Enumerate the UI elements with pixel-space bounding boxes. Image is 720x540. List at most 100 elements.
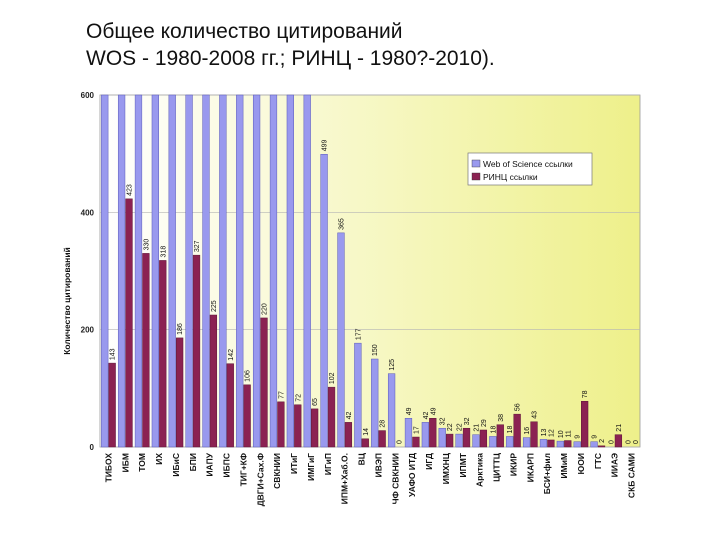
bar-rinc <box>446 433 454 448</box>
category-label: ДВГИ+Сах.Ф <box>255 453 265 506</box>
bar-wos <box>101 94 109 448</box>
value-label: 56 <box>515 403 522 411</box>
value-label: 49 <box>406 407 413 415</box>
y-axis-ticks: 0 200 400 600 <box>81 91 95 452</box>
category-label: ИТиГ <box>289 453 299 474</box>
bar-wos <box>134 94 143 448</box>
value-label: 49 <box>430 407 437 415</box>
value-label: 28 <box>380 420 387 428</box>
value-label: 143 <box>110 348 117 360</box>
category-label: ТОМ <box>137 453 147 472</box>
value-label: 499 <box>322 139 329 151</box>
value-label: 0 <box>608 440 615 444</box>
value-label: 21 <box>616 424 623 432</box>
value-label: 38 <box>498 414 505 422</box>
value-label: 18 <box>507 426 514 434</box>
slide-title: Общее количество цитирований WOS - 1980-… <box>86 18 495 72</box>
value-label: 32 <box>464 417 471 425</box>
category-label: ИБиС <box>171 453 181 477</box>
bar-rinc <box>125 198 133 448</box>
bar-wos <box>354 342 362 448</box>
value-label: 365 <box>338 218 345 230</box>
value-label: 9 <box>575 435 582 439</box>
value-label: 72 <box>295 394 302 402</box>
value-label: 2 <box>599 439 606 443</box>
category-label: ИГиП <box>323 453 333 475</box>
value-label: 17 <box>413 426 420 434</box>
category-label: СВКНИИ <box>272 453 282 489</box>
value-label: 150 <box>372 344 379 356</box>
value-label: 22 <box>447 423 454 431</box>
bar-rinc <box>513 413 521 448</box>
category-label: БСИ+фил <box>542 453 552 494</box>
bar-wos <box>472 434 480 448</box>
value-label: 13 <box>541 428 548 436</box>
value-label: 0 <box>633 440 640 444</box>
category-label: ИАПУ <box>205 452 215 476</box>
bar-wos <box>506 436 514 448</box>
bar-wos <box>522 437 531 448</box>
legend: Web of Science ссылки РИНЦ ссылки <box>467 152 593 186</box>
category-label: ЮОИ <box>576 453 586 475</box>
bar-rinc <box>597 445 606 448</box>
value-label: 225 <box>211 300 218 312</box>
value-label: 32 <box>440 417 447 425</box>
y-tick-label: 0 <box>90 443 95 452</box>
category-label: ИИАЭ <box>610 453 620 477</box>
value-label: 186 <box>177 323 184 335</box>
value-label: 18 <box>490 426 497 434</box>
category-label: ИМиМ <box>559 453 569 479</box>
bar-wos <box>252 94 261 448</box>
bar-rinc <box>344 422 353 448</box>
bar-wos <box>404 418 413 448</box>
category-label: ИМХНЦ <box>441 452 451 484</box>
bar-rinc <box>226 363 234 448</box>
category-label: ИКИР <box>508 453 518 476</box>
y-axis-title: Количество цитирований <box>62 247 72 355</box>
bar-rinc <box>581 400 589 448</box>
bar-rinc <box>294 404 302 448</box>
title-line-1: Общее количество цитирований <box>86 20 403 43</box>
bar-rinc <box>243 384 251 448</box>
bar-wos <box>202 94 210 448</box>
value-label: 21 <box>473 424 480 432</box>
category-label: ВЦ <box>357 452 367 465</box>
y-tick-label: 600 <box>81 91 95 100</box>
value-label: 423 <box>127 184 134 196</box>
category-label: ИПМ+Хаб.О. <box>340 453 350 504</box>
bar-rinc <box>412 436 420 448</box>
value-label: 106 <box>245 370 252 382</box>
bar-wos <box>421 422 429 448</box>
value-label: 11 <box>565 430 572 437</box>
category-label: ЦИТТЦ <box>492 452 502 482</box>
legend-box <box>467 152 593 186</box>
bar-wos <box>455 433 463 448</box>
category-label: ИМГиГ <box>306 453 316 481</box>
value-label: 77 <box>278 391 285 399</box>
value-label: 22 <box>457 423 464 431</box>
bar-rinc <box>547 439 555 448</box>
value-label: 220 <box>262 303 269 315</box>
value-label: 177 <box>355 328 362 340</box>
value-label: 102 <box>329 372 336 384</box>
value-label: 125 <box>389 359 396 371</box>
legend-label: РИНЦ ссылки <box>483 172 538 182</box>
value-label: 318 <box>160 246 167 258</box>
category-label: ИБПС <box>222 453 232 477</box>
bar-wos <box>573 441 581 448</box>
value-label: 65 <box>312 398 319 406</box>
value-label: 43 <box>532 411 539 419</box>
category-label: Арктика <box>475 453 485 487</box>
bars <box>101 94 623 448</box>
bar-wos <box>269 94 278 448</box>
value-label: 78 <box>582 390 589 398</box>
category-label: ИКАРП <box>525 453 535 482</box>
bar-rinc <box>192 254 201 448</box>
legend-swatch <box>471 172 481 181</box>
value-label: 0 <box>397 440 404 444</box>
bar-rinc <box>176 337 184 448</box>
bar-wos <box>168 94 176 448</box>
value-label: 327 <box>194 240 201 252</box>
legend-swatch <box>471 159 481 168</box>
bar-wos <box>117 94 126 448</box>
